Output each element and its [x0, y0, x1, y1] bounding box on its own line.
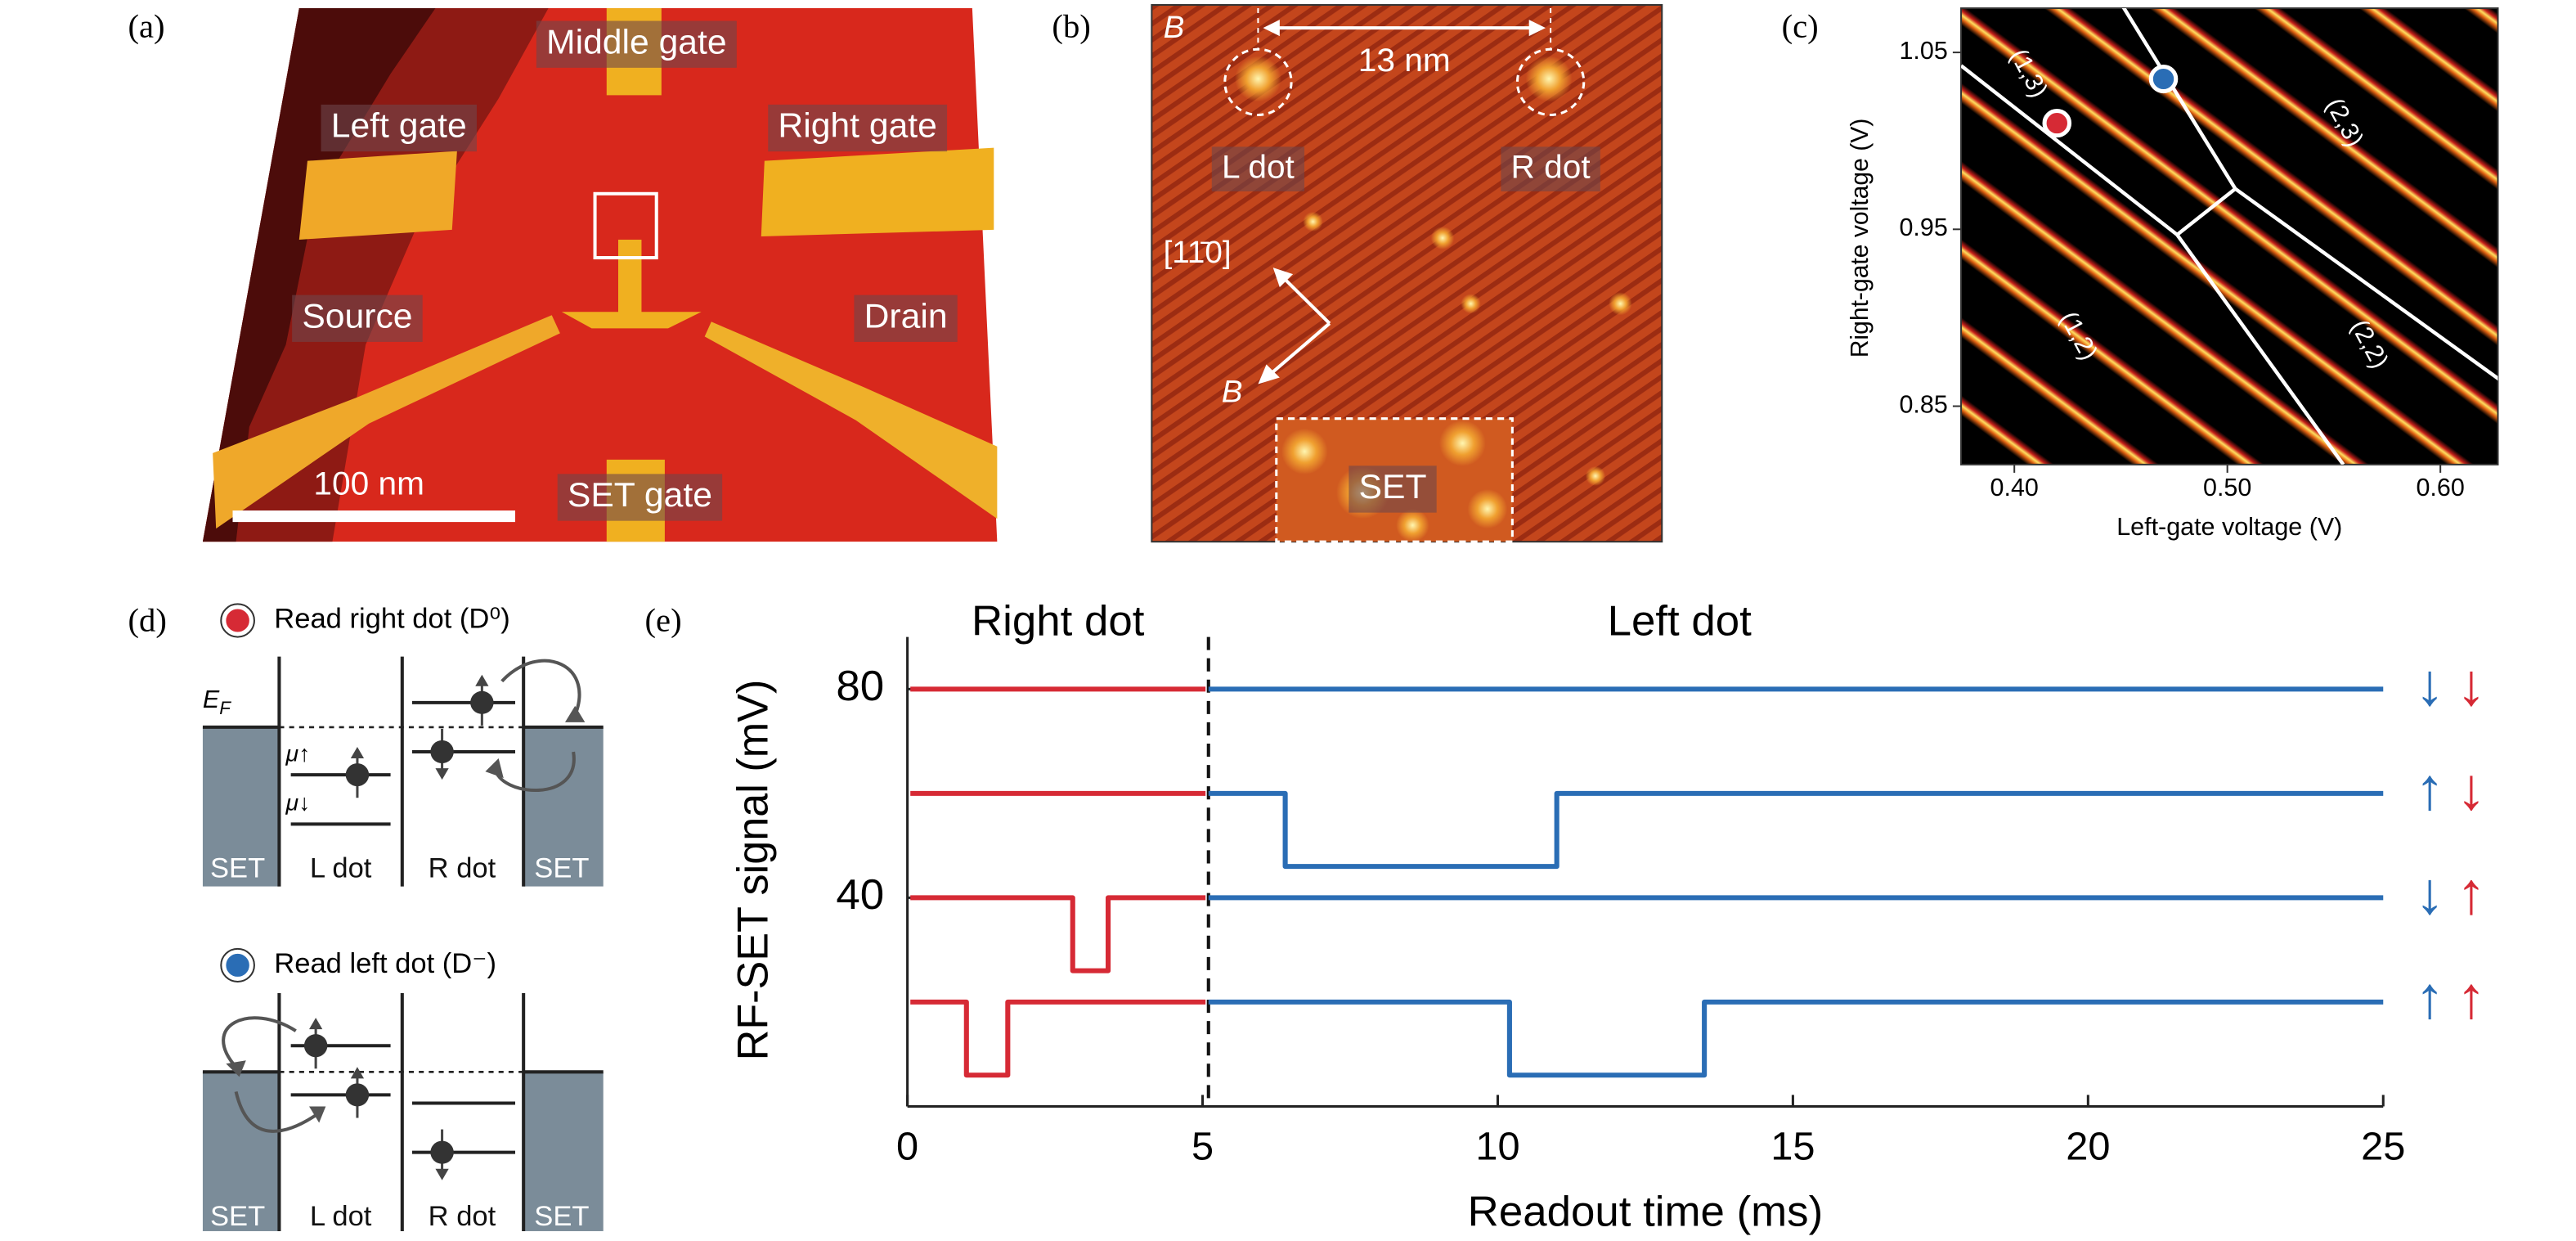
panel-b-image — [1151, 4, 1663, 543]
region-label: R dot — [429, 1201, 496, 1232]
spin-head — [435, 1168, 449, 1180]
scale-bar-label: 100 nm — [313, 465, 424, 502]
region-label: L dot — [310, 1201, 372, 1232]
region-label: SET — [210, 1201, 265, 1232]
panel-a-image — [202, 8, 998, 542]
spin-label: ↓ — [2457, 652, 2487, 717]
trace — [1208, 999, 2384, 1078]
fermi-label: EF — [203, 686, 231, 718]
spin-label: ↑ — [2457, 964, 2487, 1030]
fermi-main: E — [203, 686, 220, 713]
x-tick-label: 10 — [1475, 1125, 1519, 1169]
panel-d-diagrams — [202, 656, 604, 1231]
y-tick-label: 0.85 — [1899, 392, 1947, 419]
dot-label-box — [1211, 146, 1305, 191]
dot-label: L dot — [1222, 148, 1295, 186]
spin-label: ↑ — [2415, 756, 2445, 821]
region-label: SET — [534, 1201, 589, 1232]
gate-label: Right gate — [778, 106, 936, 145]
x-tick-label: 20 — [2066, 1125, 2110, 1169]
electron — [470, 690, 494, 714]
trace — [910, 895, 1206, 973]
y-axis-label: RF-SET signal (mV) — [729, 680, 777, 1061]
spin-head — [350, 747, 365, 759]
gate-label: Middle gate — [546, 23, 727, 61]
spin-label: ↑ — [2457, 861, 2487, 926]
region-label: SET — [210, 853, 265, 884]
spin-label: ↓ — [2415, 652, 2445, 717]
heading: Left dot — [1608, 597, 1752, 645]
mu-label: μ↑ — [285, 740, 311, 767]
field-label: B — [1222, 375, 1243, 410]
electron — [345, 1083, 370, 1107]
state-point — [2148, 64, 2179, 94]
region-label: R dot — [429, 853, 496, 884]
region-label: L dot — [310, 853, 372, 884]
spin-head — [475, 674, 489, 686]
electron — [430, 1140, 454, 1164]
x-tick-label: 15 — [1770, 1125, 1815, 1169]
legend-dot — [222, 950, 253, 980]
electron — [345, 763, 370, 787]
gate-label-box — [536, 20, 737, 68]
x-axis-label: Left-gate voltage (V) — [2116, 514, 2342, 541]
electron — [430, 740, 454, 764]
spin-label: ↓ — [2457, 756, 2487, 821]
set-label: SET — [1359, 467, 1427, 506]
direction-label: [11̄0] — [1164, 235, 1232, 270]
set-label-box — [1349, 465, 1437, 513]
gate-label: Drain — [864, 297, 948, 335]
state-point — [2042, 109, 2072, 138]
read-label: Read left dot (D⁻) — [274, 948, 496, 979]
legend-ring — [220, 947, 255, 982]
mu-label: μ↓ — [285, 789, 311, 816]
gate-label-box — [854, 295, 958, 342]
gate-label: Left gate — [331, 106, 467, 145]
dot-label: R dot — [1511, 148, 1591, 186]
x-tick-label: 5 — [1192, 1125, 1214, 1169]
legend-dot — [222, 605, 253, 636]
region-label: SET — [534, 853, 589, 884]
panel-label: (a) — [128, 8, 164, 45]
spin-head — [309, 1018, 323, 1030]
spacing-label: 13 nm — [1358, 41, 1451, 79]
panel-label: (d) — [128, 602, 166, 639]
x-tick-label: 0.60 — [2416, 474, 2464, 501]
fermi-sub: F — [219, 698, 231, 718]
gate-label: SET gate — [568, 475, 712, 514]
trace — [910, 999, 1206, 1078]
x-axis-label: Readout time (ms) — [1468, 1188, 1824, 1236]
spin-label: ↑ — [2415, 964, 2445, 1030]
heading: Right dot — [972, 597, 1145, 645]
spin-head — [435, 768, 449, 780]
gate-label: Source — [302, 297, 412, 335]
panel-label: (b) — [1052, 8, 1090, 45]
spin-label: ↓ — [2415, 861, 2445, 926]
gate-label-box — [768, 104, 948, 152]
y-tick-label: 1.05 — [1899, 38, 1947, 65]
x-tick-label: 0.50 — [2203, 474, 2251, 501]
gate-label-box — [557, 474, 723, 521]
read-label: Read right dot (D⁰) — [274, 604, 509, 635]
x-tick-label: 25 — [2361, 1125, 2405, 1169]
trace — [1208, 790, 2384, 870]
legend-ring — [220, 603, 255, 638]
y-tick-label: 0.95 — [1899, 214, 1947, 241]
y-axis-label: Right-gate voltage (V) — [1847, 119, 1874, 358]
y-tick-label: 40 — [836, 870, 884, 919]
gate-label-box — [292, 295, 423, 342]
dot-label-box — [1501, 146, 1600, 191]
spin-head — [350, 1067, 365, 1079]
electron — [303, 1034, 328, 1058]
panel-label: (c) — [1782, 8, 1819, 45]
panel-c-image — [1960, 7, 2499, 465]
x-tick-label: 0 — [896, 1125, 918, 1169]
y-tick-label: 80 — [836, 662, 884, 710]
corner-label: B — [1164, 10, 1185, 45]
panel-label: (e) — [645, 602, 682, 639]
x-tick-label: 0.40 — [1990, 474, 2039, 501]
gate-label-box — [321, 104, 477, 152]
